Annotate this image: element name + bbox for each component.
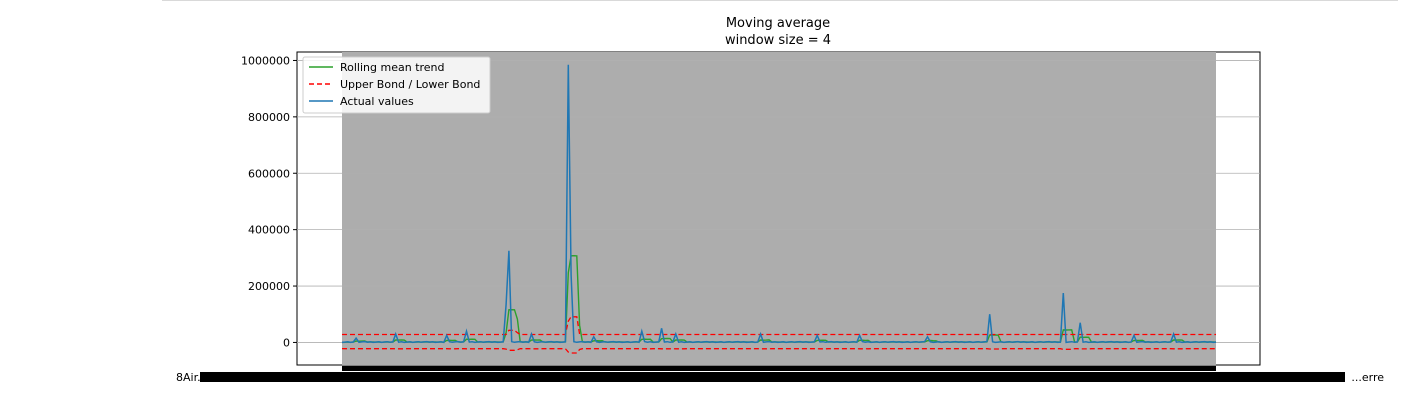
y-tick-label: 600000 [248,167,290,180]
chart-title: Moving average [726,16,830,31]
chart-subtitle: window size = 4 [725,33,831,48]
legend-label-rolling-mean: Rolling mean trend [340,61,445,74]
cell-divider [162,0,1398,1]
y-tick-label: 800000 [248,111,290,124]
y-axis: 0 200000 400000 600000 800000 1000000 [241,54,297,349]
series-group [341,64,1217,354]
legend-box [302,56,491,114]
y-tick-label: 0 [283,336,290,349]
x-tick-labels-block [342,366,1216,371]
x-tick-label-left: 8Air... [176,371,208,384]
legend-label-actual: Actual values [340,95,414,108]
x-tick-label-right: ...erre [1351,371,1384,384]
series-upper-bound [342,316,1216,336]
y-tick-label: 400000 [248,224,290,237]
legend-label-bounds: Upper Bond / Lower Bond [340,78,480,91]
y-tick-label: 200000 [248,280,290,293]
x-tick-labels-overlap [200,372,1345,382]
series-actual-values [341,64,1217,344]
y-tick-label: 1000000 [241,54,290,67]
legend: Rolling mean trend Upper Bond / Lower Bo… [302,56,491,114]
series-lower-bound [341,347,1216,354]
